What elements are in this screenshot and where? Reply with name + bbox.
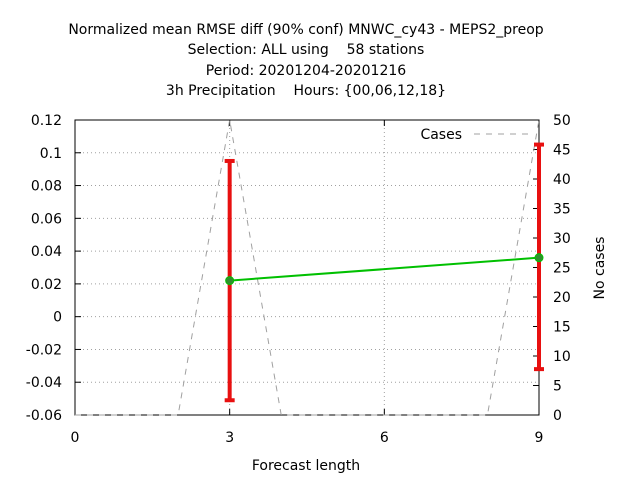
y2-tick-label: 45 — [553, 143, 571, 159]
y-tick-label: 0.06 — [31, 211, 62, 227]
y-tick-label: 0.02 — [31, 277, 62, 293]
y2-tick-label: 50 — [553, 113, 571, 129]
title-line-2: Selection: ALL using 58 stations — [188, 42, 425, 58]
y2-tick-label: 10 — [553, 349, 571, 365]
y-tick-label: -0.04 — [26, 375, 62, 391]
rmse-diff-line — [229, 256, 540, 282]
y2-tick-label: 5 — [553, 379, 562, 395]
cases-series — [75, 119, 540, 416]
cases-line — [75, 119, 540, 416]
x-tick-label: 6 — [380, 430, 389, 446]
y2-tick-label: 25 — [553, 261, 571, 277]
legend-label-cases: Cases — [420, 127, 462, 143]
plot-frame — [74, 119, 540, 416]
axis-ticks: -0.06 -0.04 -0.02 0 0.02 0.04 0.06 0.08 0.1 0.12 0… — [26, 113, 571, 446]
grid — [75, 120, 539, 415]
y-tick-label: 0.12 — [31, 113, 62, 129]
data-point — [534, 253, 544, 263]
plot-area — [74, 119, 540, 416]
y-tick-label: 0 — [53, 310, 62, 326]
y-tick-label: 0.1 — [40, 146, 62, 162]
y2-tick-label: 40 — [553, 172, 571, 188]
y2-tick-label: 30 — [553, 231, 571, 247]
title-line-4: 3h Precipitation Hours: {00,06,12,18} — [166, 83, 446, 99]
y-tick-label: -0.06 — [26, 408, 62, 424]
data-point — [225, 276, 235, 286]
y2-axis-label: No cases — [592, 237, 608, 300]
y-tick-label: -0.02 — [26, 342, 62, 358]
y2-tick-label: 20 — [553, 290, 571, 306]
y2-tick-label: 35 — [553, 202, 571, 218]
y2-tick-label: 0 — [553, 408, 562, 424]
chart-title: Normalized mean RMSE diff (90% conf) MNW… — [68, 22, 543, 99]
y-tick-label: 0.08 — [31, 179, 62, 195]
legend: Cases — [420, 127, 532, 143]
x-tick-label: 9 — [535, 430, 544, 446]
y-tick-label: 0.04 — [31, 244, 62, 260]
title-line-1: Normalized mean RMSE diff (90% conf) MNW… — [68, 22, 543, 38]
x-tick-label: 3 — [225, 430, 234, 446]
x-axis-label: Forecast length — [252, 458, 360, 474]
x-tick-label: 0 — [71, 430, 80, 446]
title-line-3: Period: 20201204-20201216 — [206, 63, 406, 79]
rmse-diff-series — [224, 142, 544, 403]
y2-tick-label: 15 — [553, 320, 571, 336]
